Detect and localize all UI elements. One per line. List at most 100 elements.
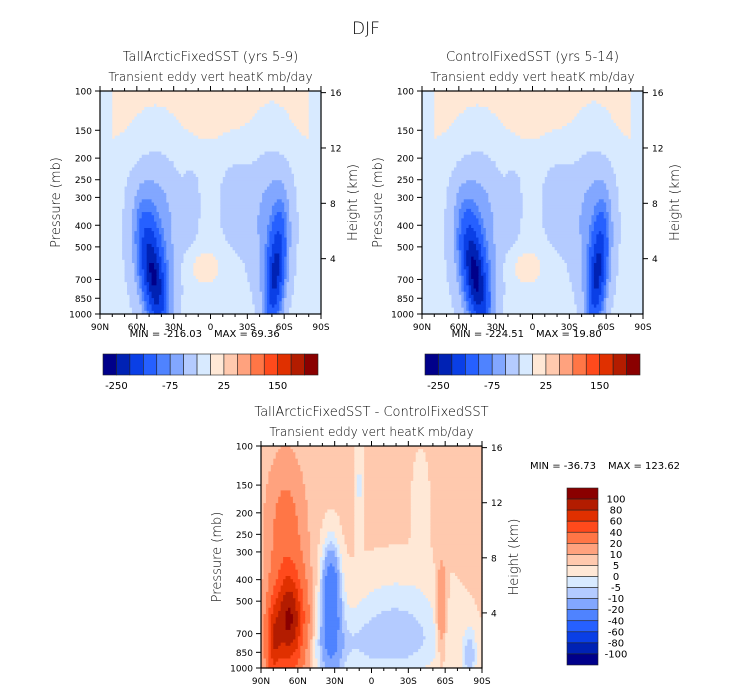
contour-cell bbox=[271, 266, 280, 270]
contour-cell bbox=[220, 224, 258, 229]
contour-cell bbox=[354, 487, 358, 491]
contour-cell bbox=[630, 135, 644, 140]
contour-cell bbox=[295, 629, 301, 634]
contour-cell bbox=[300, 541, 311, 545]
contour-cell bbox=[423, 626, 436, 631]
contour-cell bbox=[430, 537, 483, 542]
colorbar-box bbox=[566, 531, 599, 544]
contour-cell bbox=[324, 607, 338, 612]
colorbar-box bbox=[169, 353, 184, 376]
contour-cell bbox=[332, 655, 343, 660]
contour-cell bbox=[261, 620, 265, 625]
contour-cell bbox=[310, 607, 314, 612]
contour-cell bbox=[134, 202, 140, 207]
contour-cell bbox=[274, 240, 283, 245]
contour-cell bbox=[618, 186, 644, 191]
contour-cell bbox=[398, 582, 436, 587]
contour-cell bbox=[319, 598, 323, 602]
contour-cell bbox=[344, 582, 395, 587]
contour-cell bbox=[471, 272, 480, 277]
contour-cell bbox=[284, 218, 288, 223]
contour-cell bbox=[122, 256, 133, 261]
contour-cell bbox=[129, 122, 182, 127]
contour-cell bbox=[307, 515, 326, 520]
contour-cell bbox=[173, 259, 185, 264]
contour-cell bbox=[144, 294, 150, 299]
contour-cell bbox=[257, 221, 271, 226]
contour-cell bbox=[586, 275, 590, 280]
panel-title: ControlFixedSST (yrs 5-14) bbox=[446, 50, 619, 65]
contour-cell bbox=[422, 186, 448, 191]
contour-cell bbox=[244, 269, 261, 274]
contour-cell bbox=[503, 301, 575, 306]
contour-cell bbox=[268, 576, 279, 580]
contour-cell bbox=[296, 259, 322, 264]
colorbar-box bbox=[505, 353, 520, 376]
contour-cell bbox=[364, 477, 414, 482]
contour-cell bbox=[261, 553, 265, 558]
contour-cell bbox=[356, 490, 363, 495]
contour-cell bbox=[284, 186, 298, 191]
contour-cell bbox=[161, 288, 165, 293]
contour-cell bbox=[225, 237, 261, 242]
contour-cell bbox=[346, 655, 370, 660]
contour-cell bbox=[344, 588, 375, 593]
colorbar-box bbox=[566, 631, 599, 644]
contour-cell bbox=[295, 566, 306, 571]
contour-cell bbox=[284, 263, 288, 267]
contour-cell bbox=[136, 253, 140, 258]
contour-cell bbox=[437, 582, 446, 587]
contour-cell bbox=[134, 275, 140, 280]
contour-cell bbox=[144, 234, 155, 239]
contour-cell bbox=[488, 199, 524, 204]
contour-cell bbox=[220, 183, 271, 188]
contour-cell bbox=[261, 610, 267, 615]
contour-cell bbox=[581, 208, 595, 213]
contour-cell bbox=[444, 212, 455, 216]
contour-cell bbox=[588, 269, 593, 274]
contour-cell bbox=[466, 282, 470, 286]
contour-cell bbox=[166, 240, 172, 245]
contour-cell bbox=[131, 256, 138, 261]
contour-cell bbox=[354, 550, 434, 555]
contour-cell bbox=[520, 221, 543, 226]
contour-cell bbox=[440, 652, 446, 656]
contour-cell bbox=[280, 601, 296, 606]
contour-cell bbox=[322, 623, 326, 628]
contour-cell bbox=[588, 263, 593, 267]
contour-cell bbox=[552, 129, 622, 134]
contour-cell bbox=[141, 243, 148, 248]
contour-cell bbox=[472, 642, 478, 647]
contour-cell bbox=[432, 617, 436, 622]
contour-cell bbox=[490, 282, 497, 286]
contour-cell bbox=[517, 234, 548, 239]
contour-cell bbox=[410, 496, 432, 501]
contour-cell bbox=[268, 614, 272, 618]
contour-cell bbox=[293, 183, 322, 188]
contour-cell bbox=[471, 263, 477, 267]
contour-cell bbox=[112, 94, 310, 98]
colorbar-label: 40 bbox=[610, 528, 623, 539]
contour-cell bbox=[547, 237, 583, 242]
contour-cell bbox=[319, 655, 323, 660]
contour-cell bbox=[281, 215, 288, 220]
contour-cell bbox=[596, 234, 605, 239]
contour-cell bbox=[451, 304, 462, 309]
contour-cell bbox=[427, 465, 483, 469]
contour-cell bbox=[225, 173, 295, 178]
contour-cell bbox=[603, 275, 607, 280]
contour-cell bbox=[450, 585, 466, 590]
contour-cell bbox=[129, 298, 140, 302]
y2-axis-label: Height (km) bbox=[346, 164, 361, 241]
contour-cell bbox=[188, 247, 234, 251]
contour-cell bbox=[505, 126, 563, 130]
contour-cell bbox=[586, 256, 590, 261]
contour-cell bbox=[339, 658, 348, 663]
colorbar-box bbox=[263, 353, 278, 376]
contour-cell bbox=[324, 633, 338, 637]
contour-cell bbox=[542, 186, 590, 191]
contour-cell bbox=[356, 493, 363, 498]
contour-cell bbox=[275, 509, 296, 514]
contour-cell bbox=[441, 132, 516, 137]
contour-cell bbox=[342, 601, 346, 606]
